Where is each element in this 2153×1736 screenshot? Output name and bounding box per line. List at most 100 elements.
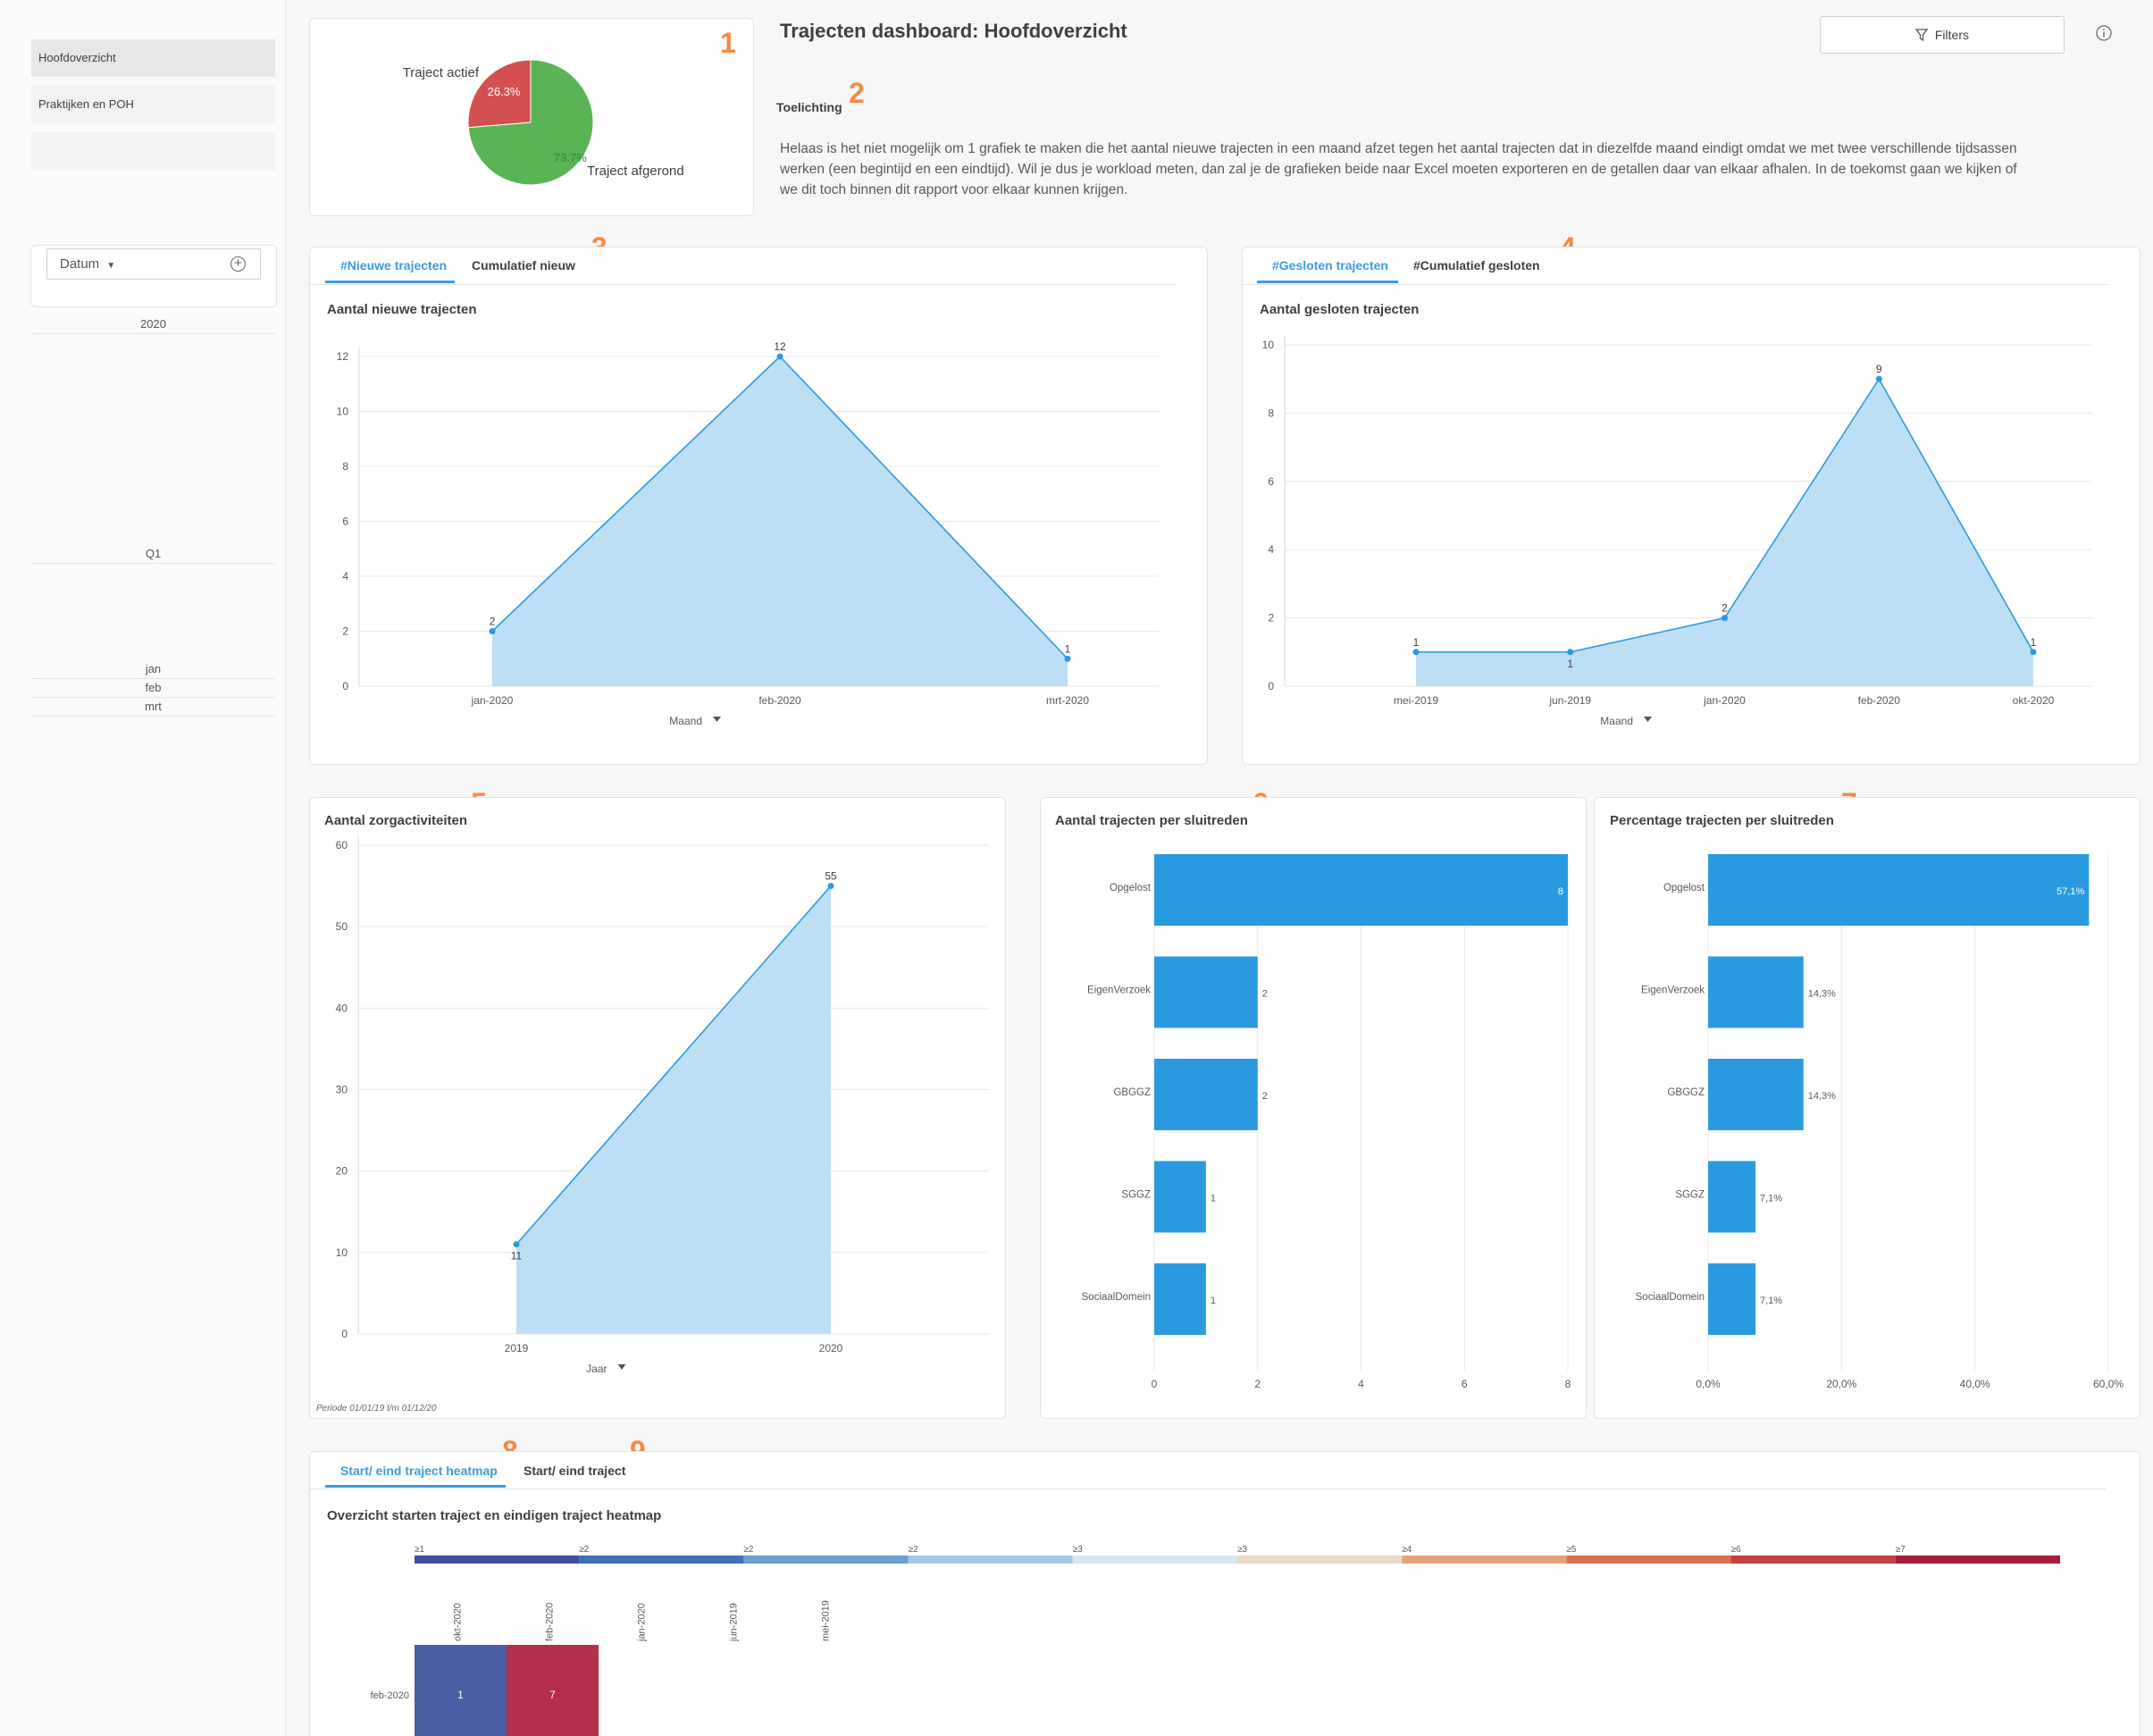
y-tick-label: 8 (1268, 407, 1274, 419)
info-icon[interactable] (2094, 23, 2114, 43)
tab-start-eind[interactable]: Start/ eind traject (524, 1463, 626, 1478)
tab-separator (310, 284, 1177, 285)
bar-value-label: 1 (1211, 1296, 1216, 1306)
x-axis-title: Aantal trajecten (1324, 1402, 1398, 1403)
legend-label: ≥3 (1073, 1545, 1083, 1555)
pie-value-label: 73.7% (554, 151, 587, 164)
data-point (1722, 615, 1728, 622)
filters-button[interactable]: Filters (1820, 16, 2065, 54)
y-tick-label: 2 (1268, 612, 1274, 625)
tab-heatmap[interactable]: Start/ eind traject heatmap (340, 1463, 498, 1478)
dim-month-jan[interactable]: jan (145, 662, 162, 675)
area-fill (492, 356, 1068, 686)
legend-label: ≥6 (1731, 1545, 1741, 1555)
bar (1154, 1263, 1206, 1335)
bar (1708, 956, 1804, 1028)
heatmap-cell (415, 1645, 507, 1736)
datum-filter-button[interactable]: Datum ▼ + (46, 248, 261, 280)
legend-swatch (1566, 1556, 1731, 1564)
data-label: 55 (825, 870, 837, 883)
area-fill (516, 885, 831, 1334)
caret-down-icon (713, 717, 721, 722)
x-tick-label: okt-2020 (2013, 694, 2055, 707)
bar-value-label: 7,1% (1760, 1296, 1782, 1306)
dim-month-mrt[interactable]: mrt (145, 700, 162, 713)
chart-title-pct: Percentage trajecten per sluitreden (1610, 813, 1834, 828)
legend-label: ≥2 (743, 1545, 753, 1555)
sidebar-item-hoofdoverzicht[interactable]: Hoofdoverzicht (31, 39, 275, 77)
heatmap-column-label: okt-2020 (453, 1603, 464, 1641)
dim-quarter[interactable]: Q1 (145, 547, 162, 560)
divider (31, 697, 275, 698)
pie-slice-1 (467, 59, 594, 186)
y-tick-label: 60 (336, 839, 348, 851)
tab-cumulatief-nieuw[interactable]: Cumulatief nieuw (472, 258, 575, 273)
add-circle-icon[interactable]: + (230, 256, 246, 272)
tab-nieuwe-trajecten[interactable]: #Nieuwe trajecten (340, 258, 448, 273)
data-label: 2 (490, 616, 496, 628)
legend-label: ≥5 (1566, 1545, 1576, 1555)
bar-value-label: 8 (1558, 886, 1563, 897)
data-point (776, 353, 783, 360)
filters-label: Filters (1934, 28, 1969, 42)
bar (1154, 1161, 1206, 1233)
legend-swatch (1895, 1556, 2060, 1564)
x-tick-label: 20,0% (1826, 1378, 1856, 1390)
y-tick-label: 8 (342, 460, 348, 473)
x-axis-title: Percentage trajecten (1859, 1402, 1958, 1403)
divider (31, 333, 275, 334)
x-tick-label: 8 (1565, 1378, 1571, 1390)
bar-value-label: 14,3% (1808, 1091, 1836, 1102)
datum-filter-label: Datum (60, 256, 100, 272)
toelichting-label: Toelichting (776, 100, 842, 114)
sidebar-item-empty (31, 132, 275, 170)
legend-swatch (1237, 1556, 1403, 1564)
y-tick-label: 30 (336, 1084, 348, 1096)
closed-trajecten-chart: 0 2 4 6 8 10 1 mei-2019 1 jun-2019 2 jan-2020 9 feb-2… (1262, 336, 2092, 727)
category-label: Opgelost (1663, 883, 1705, 893)
dim-month-feb[interactable]: feb (145, 681, 162, 694)
x-tick-label: 6 (1462, 1378, 1468, 1390)
x-tick-label: 60,0% (2093, 1378, 2124, 1390)
legend-label: ≥2 (909, 1545, 918, 1555)
data-label: 11 (511, 1250, 523, 1262)
chart-title-heatmap: Overzicht starten traject en eindigen tr… (327, 1508, 662, 1523)
y-tick-label: 10 (337, 406, 349, 418)
bar-value-label: 57,1% (2057, 886, 2084, 897)
x-tick-label: mrt-2020 (1046, 694, 1089, 707)
x-tick-label: jun-2019 (1548, 694, 1591, 707)
y-tick-label: 0 (1268, 680, 1274, 692)
bar (1154, 956, 1258, 1028)
x-dimension-label: Maand (1600, 715, 1633, 727)
page-title: Trajecten dashboard: Hoofdoverzicht (780, 20, 1127, 42)
pie-value-label: 26.3% (488, 85, 521, 98)
x-tick-label: 4 (1358, 1378, 1364, 1390)
data-label: 12 (774, 340, 786, 353)
sidebar-item-praktijken[interactable]: Praktijken en POH (31, 86, 275, 123)
dim-year[interactable]: 2020 (140, 317, 166, 331)
x-tick-label: 0,0% (1696, 1378, 1721, 1390)
x-tick-label: jan-2020 (1703, 694, 1746, 707)
bar-value-label: 2 (1262, 989, 1268, 1000)
heatmap-chart: ≥1 ≥2 ≥2 ≥2 ≥3 ≥3 ≥4 ≥5 ≥6 ≥7 okt-2020 feb-2020 jan-… (371, 1545, 2060, 1736)
legend-swatch (1072, 1556, 1237, 1564)
tab-underline (325, 281, 455, 283)
bar-value-label: 1 (1211, 1194, 1216, 1204)
y-tick-label: 6 (342, 516, 348, 528)
legend-swatch (743, 1556, 909, 1564)
bar (1708, 1263, 1756, 1335)
y-tick-label: 0 (342, 680, 348, 692)
pie-card: 26.3% 73.7% Traject actief Traject afgerond (309, 18, 754, 216)
tab-gesloten-trajecten[interactable]: #Gesloten trajecten (1272, 258, 1388, 273)
tab-cumulatief-gesloten[interactable]: #Cumulatief gesloten (1413, 258, 1540, 273)
y-tick-label: 10 (1262, 339, 1275, 351)
chart-title-count: Aantal trajecten per sluitreden (1055, 813, 1248, 828)
divider (31, 716, 275, 717)
caret-down-icon (1644, 717, 1652, 722)
heatmap-column-label: jan-2020 (637, 1603, 648, 1642)
y-tick-label: 12 (337, 350, 349, 363)
new-trajecten-chart: 0 2 4 6 8 10 12 2 jan-2020 12 feb-2020 1 mrt-2020 Maa… (337, 340, 1160, 727)
data-point (489, 628, 496, 634)
category-label: SGGZ (1675, 1190, 1705, 1201)
data-label: 1 (1065, 642, 1071, 655)
